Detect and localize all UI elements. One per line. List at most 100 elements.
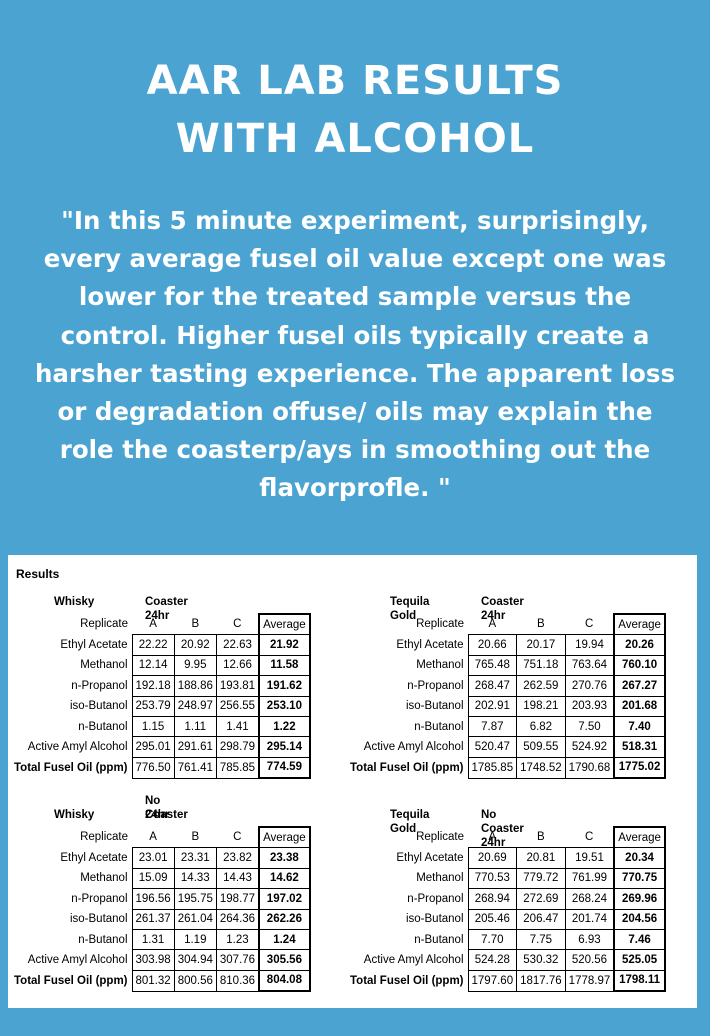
table-row: Methanol 15.09 14.33 14.43 14.62 <box>11 867 311 890</box>
average-cell: 253.10 <box>258 695 311 717</box>
table-header-row: Replicate A B C Average <box>11 613 311 636</box>
header-cell-avg: Average <box>258 613 311 636</box>
header-cell-c: C <box>233 831 242 844</box>
table-row: n-Butanol 7.87 6.82 7.50 7.40 <box>347 715 666 738</box>
table-row: Ethyl Acetate 23.01 23.31 23.82 23.38 <box>11 847 311 869</box>
replicate-cell-b: 509.55 <box>516 736 566 758</box>
replicate-cell-c: 1.23 <box>215 928 260 951</box>
quote-line: harsher tasting experience. The apparent… <box>34 358 676 388</box>
average-cell: 1.24 <box>258 928 311 951</box>
replicate-cell-a: 253.79 <box>131 695 175 717</box>
replicate-cell-b: 779.72 <box>516 867 566 890</box>
row-label: Total Fusel Oil (ppm) <box>350 974 464 987</box>
replicate-cell-b: 7.75 <box>516 928 566 951</box>
table-row: n-Butanol 1.31 1.19 1.23 1.24 <box>11 928 311 951</box>
replicate-cell-b: 1.11 <box>173 715 217 738</box>
replicate-cell-a: 192.18 <box>131 675 175 697</box>
header-cell-c: C <box>585 618 594 631</box>
replicate-cell-a: 23.01 <box>131 847 175 869</box>
replicate-cell-b: 261.04 <box>173 908 217 930</box>
spirit-name: Whisky <box>54 596 95 608</box>
condition-label: Coaster 24hr <box>481 596 524 622</box>
header-cell-b: B <box>191 831 200 844</box>
header-cell-label: Replicate <box>80 618 129 631</box>
row-label: Active Amyl Alcohol <box>27 741 128 754</box>
replicate-cell-c: 19.94 <box>564 634 615 656</box>
row-label: n-Butanol <box>78 933 128 946</box>
replicate-cell-a: 1.15 <box>131 715 175 738</box>
average-cell: 21.92 <box>258 634 311 656</box>
quote-line: lower for the treated sample versus the <box>78 282 632 312</box>
replicate-cell-a: 205.46 <box>467 908 518 930</box>
replicate-cell-b: 23.31 <box>173 847 217 869</box>
title-line: AAR LAB RESULTS <box>146 58 564 104</box>
replicate-cell-c: 201.74 <box>564 908 615 930</box>
quote-line: role the coasterp/ays in smoothing out t… <box>59 435 651 465</box>
average-cell: 269.96 <box>613 888 666 910</box>
replicate-cell-c: 520.56 <box>564 949 615 971</box>
average-cell: 804.08 <box>258 969 311 993</box>
row-label: n-Butanol <box>78 720 128 733</box>
replicate-cell-a: 765.48 <box>467 654 518 677</box>
row-label: Ethyl Acetate <box>60 639 128 652</box>
header-cell-c: C <box>233 618 242 631</box>
row-label: n-Propanol <box>407 892 464 905</box>
table-row: Total Fusel Oil (ppm) 801.32 800.56 810.36 8… <box>11 969 311 993</box>
average-cell: 14.62 <box>258 867 311 890</box>
table-header-row: Replicate A B C Average <box>11 826 311 849</box>
replicate-cell-b: 262.59 <box>516 675 566 697</box>
replicate-cell-c: 1778.97 <box>564 969 615 992</box>
replicate-cell-a: 1797.60 <box>467 969 518 992</box>
replicate-cell-b: 751.18 <box>516 654 566 677</box>
replicate-cell-b: 195.75 <box>173 888 217 910</box>
row-label: Methanol <box>416 659 464 672</box>
replicate-cell-b: 14.33 <box>173 867 217 890</box>
replicate-cell-b: 20.92 <box>173 634 217 656</box>
header-cell-a: A <box>488 831 497 844</box>
row-label: iso-Butanol <box>69 913 128 926</box>
replicate-cell-b: 761.41 <box>173 756 217 779</box>
replicate-cell-a: 776.50 <box>131 756 175 779</box>
table-row: n-Propanol 268.47 262.59 270.76 267.27 <box>347 675 666 697</box>
replicate-cell-c: 761.99 <box>564 867 615 890</box>
average-cell: 267.27 <box>613 675 666 697</box>
replicate-cell-a: 7.87 <box>467 715 518 738</box>
replicate-cell-a: 7.70 <box>467 928 518 951</box>
header-cell-label: Replicate <box>416 618 465 631</box>
replicate-cell-c: 203.93 <box>564 695 615 717</box>
row-label: Methanol <box>80 659 128 672</box>
average-cell: 204.56 <box>613 908 666 930</box>
replicate-cell-c: 1790.68 <box>564 756 615 779</box>
replicate-cell-c: 6.93 <box>564 928 615 951</box>
replicate-cell-c: 1.41 <box>215 715 260 738</box>
results-table: Replicate A B C Average Ethyl Acetate 20.66 20.… <box>347 613 666 780</box>
condition-label: Coaster 24hr <box>145 596 188 622</box>
replicate-cell-c: 270.76 <box>564 675 615 697</box>
condition-label: No Coaster <box>145 795 188 821</box>
table-header-row: Replicate A B C Average <box>347 826 666 849</box>
replicate-cell-b: 20.81 <box>516 847 566 869</box>
average-cell: 23.38 <box>258 847 311 869</box>
replicate-cell-c: 23.82 <box>215 847 260 869</box>
page-title: AAR LAB RESULTS WITH ALCOHOL <box>0 52 710 168</box>
row-label: iso-Butanol <box>405 700 464 713</box>
row-label: n-Butanol <box>414 933 464 946</box>
replicate-cell-a: 20.66 <box>467 634 518 656</box>
replicate-cell-b: 198.21 <box>516 695 566 717</box>
quote-line: every average fusel oil value except one… <box>43 244 667 274</box>
replicate-cell-b: 1817.76 <box>516 969 566 992</box>
replicate-cell-c: 264.36 <box>215 908 260 930</box>
average-cell: 20.34 <box>613 847 666 869</box>
average-cell: 7.46 <box>613 928 666 951</box>
replicate-cell-a: 268.94 <box>467 888 518 910</box>
average-cell: 201.68 <box>613 695 666 717</box>
replicate-cell-a: 303.98 <box>131 949 175 971</box>
row-label: iso-Butanol <box>69 700 128 713</box>
replicate-cell-b: 188.86 <box>173 675 217 697</box>
condition-label: No Coaster 24hr <box>481 809 524 849</box>
replicate-cell-c: 14.43 <box>215 867 260 890</box>
table-row: iso-Butanol 202.91 198.21 203.93 201.68 <box>347 695 666 717</box>
average-cell: 191.62 <box>258 675 311 697</box>
replicate-cell-b: 6.82 <box>516 715 566 738</box>
table-row: Active Amyl Alcohol 524.28 530.32 520.56 525… <box>347 949 666 971</box>
